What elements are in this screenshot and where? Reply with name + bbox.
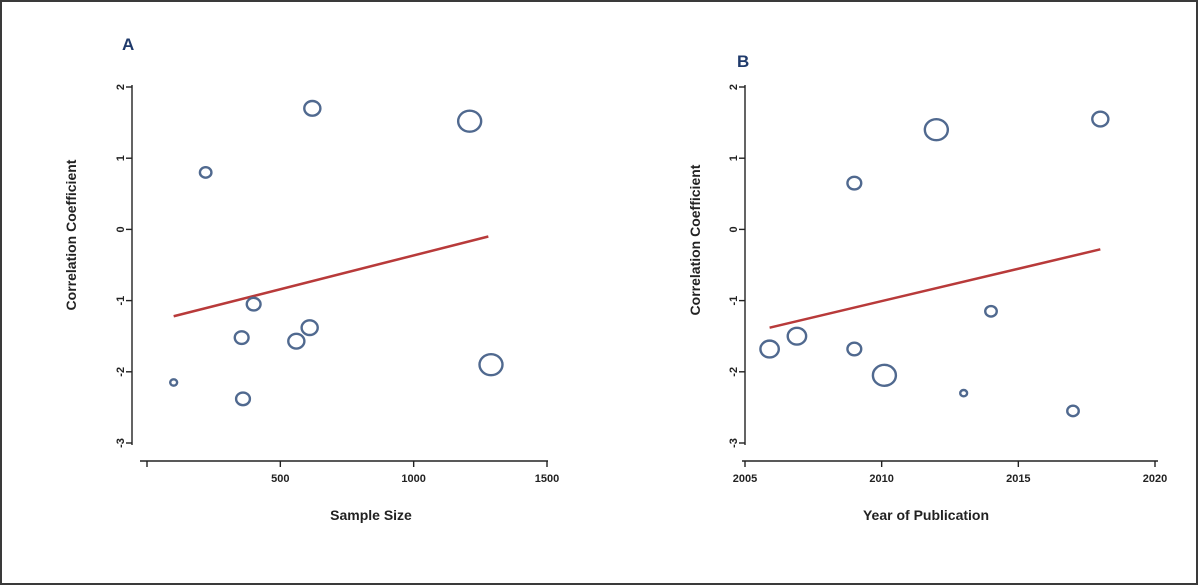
panel-a-y-tick-label: -1 — [115, 296, 127, 306]
panel-b-data-point — [846, 175, 863, 191]
panel-a-data-point — [234, 391, 252, 407]
panel-b-y-tick-label: 1 — [728, 155, 740, 161]
panel-a-ylabel: Correlation Coefficient — [63, 159, 79, 310]
panel-b-data-point — [1091, 110, 1110, 128]
panel-b-data-point — [786, 326, 808, 346]
panel-b-y-tick-label: -3 — [728, 438, 740, 448]
panel-a-y-tick-label: -2 — [115, 367, 127, 377]
panel-b-y-tick-label: -1 — [728, 296, 740, 306]
panel-b-letter: B — [737, 52, 749, 71]
panel-b-data-point — [959, 388, 969, 398]
panel-a-data-point — [478, 352, 504, 377]
panel-a-y-tick-label: 0 — [115, 226, 127, 232]
panel-a-letter: A — [122, 35, 134, 54]
panel-b-y-tick-label: -2 — [728, 367, 740, 377]
panel-b-data-point — [871, 363, 898, 388]
panel-b-x-tick-label: 2005 — [733, 473, 757, 485]
panel-a-y-tick-label: -3 — [115, 438, 127, 448]
panel-b-data-point — [1066, 404, 1080, 418]
panel-a-x-tick-label: 1500 — [535, 473, 559, 485]
panel-a-data-point — [233, 330, 250, 346]
panel-a-data-point — [245, 296, 262, 312]
panel-a: A Correlation Coefficient Sample Size -3… — [63, 35, 559, 523]
panel-b-x-tick-label: 2020 — [1143, 473, 1167, 485]
panel-b-x-tick-label: 2010 — [869, 473, 893, 485]
panel-b-y-tick-label: 0 — [728, 226, 740, 232]
panel-a-data-point — [303, 99, 322, 117]
panel-b-y-tick-label: 2 — [728, 84, 740, 90]
panel-a-data-point — [287, 332, 306, 350]
panel-a-y-tick-label: 1 — [115, 155, 127, 161]
panel-a-data-point — [300, 319, 319, 337]
panel-a-xlabel: Sample Size — [330, 507, 412, 523]
panel-a-x-tick-label: 500 — [271, 473, 289, 485]
panel-a-data-point — [198, 165, 213, 179]
panel-a-fit-line — [173, 235, 489, 318]
panel-a-x-tick-label: 1000 — [401, 473, 425, 485]
panel-b-data-point — [923, 118, 950, 142]
panel-a-y-tick-label: 2 — [115, 84, 127, 90]
panel-a-data-point — [169, 378, 179, 387]
panel-b-data-point — [759, 339, 780, 359]
panel-b-fit-line — [769, 248, 1101, 329]
panel-b-data-point — [846, 341, 863, 357]
panel-b-xlabel: Year of Publication — [863, 507, 989, 523]
panel-b: B Correlation Coefficient Year of Public… — [687, 52, 1167, 523]
panel-a-data-point — [456, 109, 483, 133]
panel-b-data-point — [984, 304, 998, 318]
panel-b-x-tick-label: 2015 — [1006, 473, 1030, 485]
panel-b-ylabel: Correlation Coefficient — [687, 164, 703, 315]
